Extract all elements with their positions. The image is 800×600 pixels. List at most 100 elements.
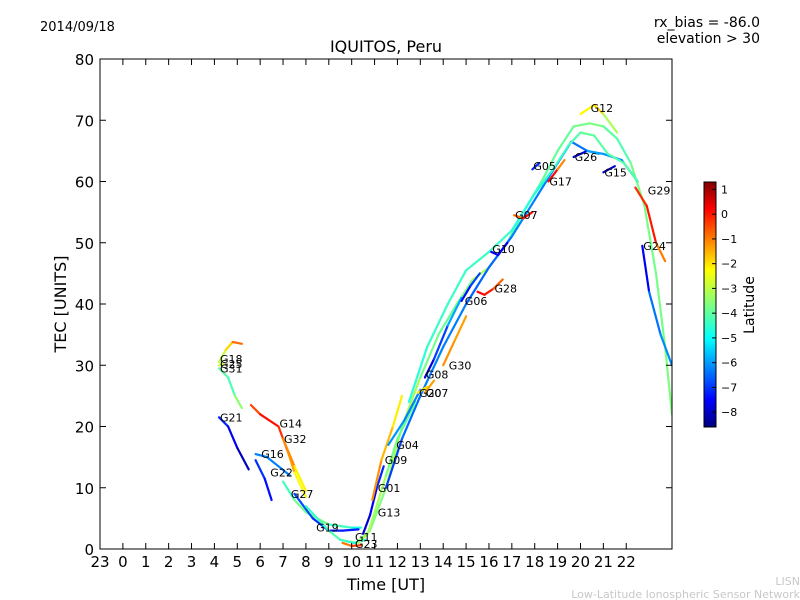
envelope-main-green-segment	[615, 137, 632, 165]
colorbar	[703, 181, 717, 428]
envelope-main-green-segment	[368, 486, 388, 532]
series-label-g12: G12	[591, 102, 614, 115]
series-g27-segment	[293, 498, 307, 514]
x-tick-label: 6	[255, 553, 265, 571]
series-label-g04: G04	[396, 439, 419, 452]
envelope-main-green-segment	[663, 345, 672, 416]
colorbar-tick-label: −6	[721, 357, 737, 370]
series-g14-segment	[259, 413, 280, 428]
series-label-g17: G17	[549, 176, 572, 189]
colorbar-tick-label: −4	[721, 307, 737, 320]
series-g04-segment	[403, 388, 422, 422]
series-g20-segment	[416, 385, 429, 394]
x-tick-label: 22	[617, 553, 636, 571]
series-g23-segment	[350, 544, 362, 548]
series-g08-segment	[423, 358, 436, 379]
x-tick-label: 3	[187, 553, 197, 571]
x-tick-label: 23	[90, 553, 109, 571]
series-g07-segment	[423, 379, 436, 394]
series-g29-segment	[654, 241, 667, 263]
series-g14-segment	[293, 471, 307, 498]
series-label-g20: G20	[419, 387, 442, 400]
colorbar-tick-label: 0	[721, 208, 728, 221]
series-g10-segment	[490, 250, 500, 257]
elevation-label: elevation > 30	[657, 31, 760, 47]
x-tick-label: 1	[141, 553, 151, 571]
plot-series	[217, 103, 672, 548]
x-tick-label: 9	[324, 553, 334, 571]
x-tick-label: 5	[233, 553, 243, 571]
series-g31-segment	[227, 376, 237, 397]
envelope-upper-green-segment	[593, 134, 610, 155]
series-g13-segment	[384, 437, 399, 477]
series-g21-segment	[236, 446, 250, 471]
envelope-main-cyan-segment	[570, 140, 589, 152]
x-tick-label: 20	[571, 553, 590, 571]
y-tick-label: 40	[75, 296, 94, 314]
series-g07-segment	[512, 214, 525, 220]
x-tick-label: 15	[457, 553, 476, 571]
series-g27-segment	[327, 523, 353, 529]
envelope-main-green-segment	[643, 204, 658, 275]
colorbar-tick-label: −3	[721, 282, 737, 295]
series-g13-segment	[396, 400, 417, 440]
series-label-g21: G21	[220, 411, 243, 424]
envelope-upper-green-segment	[622, 162, 639, 183]
x-tick-label: 18	[525, 553, 544, 571]
series-g23-segment	[341, 541, 353, 548]
series-g17-segment	[556, 159, 566, 171]
series-g17-segment	[547, 168, 559, 183]
envelope-main-cyan-segment	[384, 437, 404, 489]
series-g32-segment	[281, 437, 296, 468]
y-tick-label: 20	[75, 419, 94, 437]
series-g09-segment	[380, 425, 394, 462]
series-g10-segment	[497, 241, 509, 257]
series-label-g32: G32	[284, 433, 307, 446]
series-g19-segment	[293, 492, 314, 520]
series-label-g10: G10	[492, 243, 515, 256]
series-label-g29: G29	[648, 185, 671, 198]
x-axis-label: Time [UT]	[346, 575, 425, 594]
x-tick-label: 0	[118, 553, 128, 571]
x-tick-label: 13	[411, 553, 430, 571]
envelope-upper-green-segment	[446, 269, 468, 306]
series-g09-segment	[371, 459, 383, 502]
series-g01-segment	[375, 465, 385, 489]
series-label-g22: G22	[270, 466, 293, 479]
series-g22-segment	[263, 477, 273, 502]
envelope-upper-green-segment	[579, 131, 596, 137]
envelope-upper-green-segment	[567, 131, 582, 146]
series-label-g13: G13	[378, 506, 401, 519]
x-tick-label: 11	[365, 553, 384, 571]
series-g13-segment	[373, 474, 388, 514]
series-g24-segment	[641, 244, 651, 293]
envelope-main-green-segment	[602, 125, 619, 140]
colorbar-label: Latitude	[742, 276, 758, 334]
series-g24-segment	[647, 290, 662, 336]
series-label-g19: G19	[316, 522, 339, 535]
series-g26-segment	[586, 149, 600, 155]
series-label-g23: G23	[355, 538, 378, 551]
envelope-main-green-segment	[654, 272, 667, 348]
x-tick-label: 8	[301, 553, 311, 571]
series-g26-segment	[572, 149, 589, 159]
series-g30-segment	[453, 315, 468, 342]
colorbar-tick-label: −7	[721, 381, 737, 394]
envelope-upper-green-segment	[426, 302, 449, 348]
x-tick-label: 7	[278, 553, 288, 571]
series-g16-segment	[254, 453, 269, 459]
x-tick-label: 12	[388, 553, 407, 571]
y-tick-label: 10	[75, 480, 94, 498]
series-g01-segment	[362, 514, 372, 535]
series-g15-segment	[602, 165, 616, 174]
series-g11-segment	[327, 529, 342, 541]
series-g21-segment	[227, 425, 239, 449]
y-tick-label: 60	[75, 174, 94, 192]
series-g07-segment	[522, 211, 534, 220]
series-g18-segment	[224, 340, 234, 351]
series-label-g08: G08	[426, 368, 449, 381]
series-g05-segment	[531, 162, 541, 171]
footer-org-short: LISN	[775, 575, 800, 588]
